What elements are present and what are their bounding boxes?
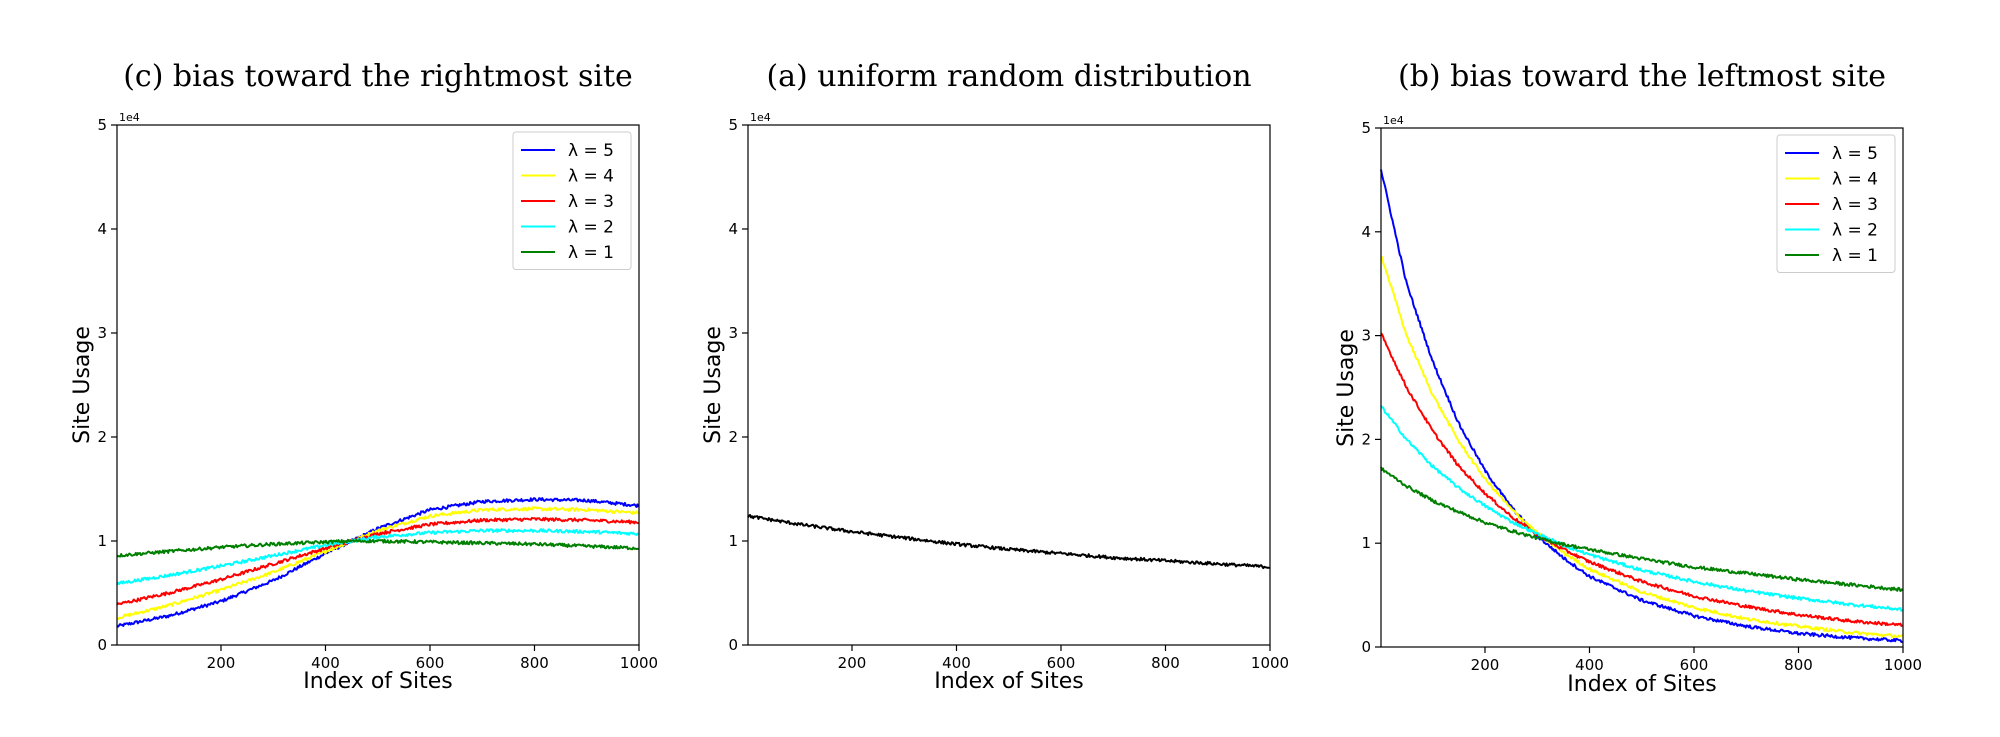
y-offset-label: 1e4 bbox=[1383, 114, 1404, 127]
x-tick-label: 600 bbox=[1680, 656, 1709, 674]
legend-label: λ = 5 bbox=[568, 141, 614, 161]
series-line-3 bbox=[116, 528, 640, 586]
series-line-0 bbox=[747, 514, 1270, 570]
x-tick-label: 200 bbox=[1471, 656, 1500, 674]
panel-b: (b) bias toward the leftmost site Index … bbox=[1334, 59, 1922, 697]
panel-title: (a) uniform random distribution bbox=[766, 59, 1251, 94]
y-tick-label: 2 bbox=[97, 428, 107, 446]
axes-frame bbox=[116, 124, 640, 646]
legend-label: λ = 4 bbox=[568, 167, 614, 187]
x-axis-label: Index of Sites bbox=[934, 669, 1083, 694]
y-offset-label: 1e4 bbox=[119, 111, 140, 124]
series-line-4 bbox=[1380, 466, 1904, 592]
x-tick-label: 400 bbox=[1575, 656, 1604, 674]
plot-area: 200 400 600 800 1000 0 1 2 3 4 5 λ = 5 λ = 4 λ = 3 λ =… bbox=[97, 116, 658, 672]
series-line-0 bbox=[116, 497, 640, 628]
y-tick-label: 0 bbox=[1361, 638, 1371, 656]
axes-frame bbox=[1380, 127, 1904, 648]
x-tick-label: 200 bbox=[838, 654, 867, 672]
y-tick-label: 4 bbox=[728, 220, 738, 238]
series-line-3 bbox=[1380, 405, 1904, 612]
y-tick-label: 1 bbox=[1361, 534, 1371, 552]
x-tick-label: 200 bbox=[207, 654, 236, 672]
panel-title: (b) bias toward the leftmost site bbox=[1398, 59, 1886, 94]
plot-area: 200 400 600 800 1000 0 1 2 3 4 5 λ = 5 λ = 4 λ = 3 λ =… bbox=[1361, 119, 1922, 674]
x-tick-label: 1000 bbox=[1884, 656, 1922, 674]
legend-label: λ = 5 bbox=[1832, 144, 1878, 164]
series-line-1 bbox=[116, 506, 640, 621]
series-line-2 bbox=[1380, 332, 1904, 627]
y-tick-label: 3 bbox=[1361, 327, 1371, 345]
y-tick-label: 0 bbox=[97, 636, 107, 654]
y-tick-label: 3 bbox=[728, 324, 738, 342]
x-tick-label: 800 bbox=[520, 654, 549, 672]
y-tick-label: 4 bbox=[97, 220, 107, 238]
legend-label: λ = 2 bbox=[568, 218, 614, 238]
y-tick-label: 1 bbox=[97, 532, 107, 550]
x-axis-label: Index of Sites bbox=[303, 669, 452, 694]
y-tick-label: 3 bbox=[97, 324, 107, 342]
x-tick-label: 600 bbox=[1047, 654, 1076, 672]
legend-label: λ = 1 bbox=[568, 243, 614, 263]
y-offset-label: 1e4 bbox=[750, 111, 771, 124]
legend bbox=[1776, 134, 1896, 273]
y-tick-label: 5 bbox=[1361, 119, 1371, 137]
y-tick-label: 0 bbox=[728, 636, 738, 654]
series-line-0 bbox=[1380, 169, 1903, 643]
x-tick-label: 1000 bbox=[1251, 654, 1289, 672]
series-line-2 bbox=[116, 516, 639, 606]
x-tick-label: 1000 bbox=[620, 654, 658, 672]
x-tick-label: 800 bbox=[1784, 656, 1813, 674]
x-tick-label: 400 bbox=[311, 654, 340, 672]
series-line-4 bbox=[116, 538, 639, 558]
y-axis-label: Site Usage bbox=[701, 326, 726, 444]
legend-label: λ = 1 bbox=[1832, 246, 1878, 266]
y-tick-label: 1 bbox=[728, 532, 738, 550]
y-tick-label: 4 bbox=[1361, 223, 1371, 241]
y-tick-label: 5 bbox=[97, 116, 107, 134]
panel-c: (c) bias toward the rightmost site Index… bbox=[70, 59, 658, 694]
x-tick-label: 400 bbox=[942, 654, 971, 672]
plot-area: 200 400 600 800 1000 0 1 2 3 4 5 bbox=[728, 116, 1289, 672]
x-tick-label: 800 bbox=[1151, 654, 1180, 672]
legend bbox=[512, 131, 632, 270]
y-tick-label: 2 bbox=[1361, 430, 1371, 448]
legend-label: λ = 3 bbox=[568, 192, 614, 212]
x-axis-label: Index of Sites bbox=[1567, 672, 1716, 697]
panel-a: (a) uniform random distribution Index of… bbox=[701, 59, 1289, 694]
y-axis-label: Site Usage bbox=[70, 326, 95, 444]
y-tick-label: 5 bbox=[728, 116, 738, 134]
y-tick-label: 2 bbox=[728, 428, 738, 446]
panel-title: (c) bias toward the rightmost site bbox=[123, 59, 633, 94]
series-line-1 bbox=[1380, 255, 1903, 639]
y-axis-label: Site Usage bbox=[1334, 329, 1359, 447]
legend-label: λ = 2 bbox=[1832, 221, 1878, 241]
legend-label: λ = 4 bbox=[1832, 170, 1878, 190]
x-tick-label: 600 bbox=[416, 654, 445, 672]
legend-label: λ = 3 bbox=[1832, 195, 1878, 215]
axes-frame bbox=[747, 124, 1271, 646]
